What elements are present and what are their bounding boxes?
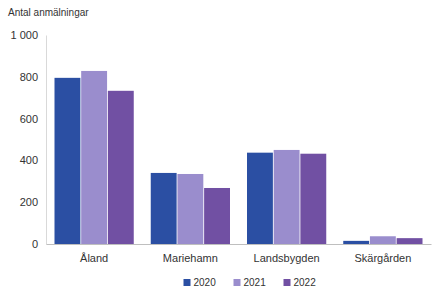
bar xyxy=(55,78,81,244)
y-tick: 1 000 xyxy=(10,29,46,41)
bar-series xyxy=(81,71,396,244)
bar-series xyxy=(108,91,423,244)
chart: 0 200 400 600 800 1 000 Åland Mariehamn Landsbyg… xyxy=(0,0,441,304)
x-tick: Landsbygden xyxy=(254,244,320,264)
bars xyxy=(55,71,423,244)
x-axis-line xyxy=(47,244,432,245)
y-tick: 400 xyxy=(20,154,46,166)
bar xyxy=(151,173,177,244)
x-axis: Åland Mariehamn Landsbygden Skärgården xyxy=(47,244,432,264)
y-axis: 0 200 400 600 800 1 000 xyxy=(10,29,46,250)
legend-item: 2021 xyxy=(234,277,267,288)
legend-label: 2022 xyxy=(294,277,317,288)
y-tick-label: 0 xyxy=(32,238,38,250)
bar xyxy=(300,154,326,244)
x-tick-label: Landsbygden xyxy=(254,252,320,264)
y-tick: 200 xyxy=(20,196,46,208)
bar xyxy=(274,150,300,244)
y-tick-label: 400 xyxy=(20,154,38,166)
bar xyxy=(343,241,369,244)
bar xyxy=(177,174,203,244)
bar xyxy=(81,71,107,244)
legend-item: 2022 xyxy=(284,277,317,288)
bar xyxy=(247,153,273,244)
bar xyxy=(204,188,230,244)
y-tick: 600 xyxy=(20,113,46,125)
y-tick-label: 800 xyxy=(20,71,38,83)
plot: 0 200 400 600 800 1 000 Åland Mariehamn Landsbyg… xyxy=(10,29,431,264)
y-tick: 0 xyxy=(32,238,46,250)
x-tick-label: Skärgården xyxy=(354,252,411,264)
legend-item: 2020 xyxy=(184,277,217,288)
y-tick-label: 200 xyxy=(20,196,38,208)
y-tick: 800 xyxy=(20,71,46,83)
legend: 2020 2021 2022 xyxy=(184,277,317,288)
y-axis-line xyxy=(46,36,47,245)
bar xyxy=(108,91,134,244)
x-tick-label: Mariehamn xyxy=(163,252,218,264)
y-tick-label: 1 000 xyxy=(10,29,38,41)
y-axis-title: Antal anmälningar xyxy=(8,7,89,18)
bar xyxy=(370,236,396,244)
x-tick: Mariehamn xyxy=(163,244,218,264)
x-tick: Skärgården xyxy=(354,244,411,264)
legend-label: 2021 xyxy=(244,277,267,288)
legend-swatch xyxy=(284,279,291,286)
x-tick: Åland xyxy=(80,244,108,264)
y-tick-label: 600 xyxy=(20,113,38,125)
x-tick-label: Åland xyxy=(80,252,108,264)
legend-swatch xyxy=(234,279,241,286)
legend-swatch xyxy=(184,279,191,286)
bar xyxy=(397,238,423,244)
legend-label: 2020 xyxy=(194,277,217,288)
